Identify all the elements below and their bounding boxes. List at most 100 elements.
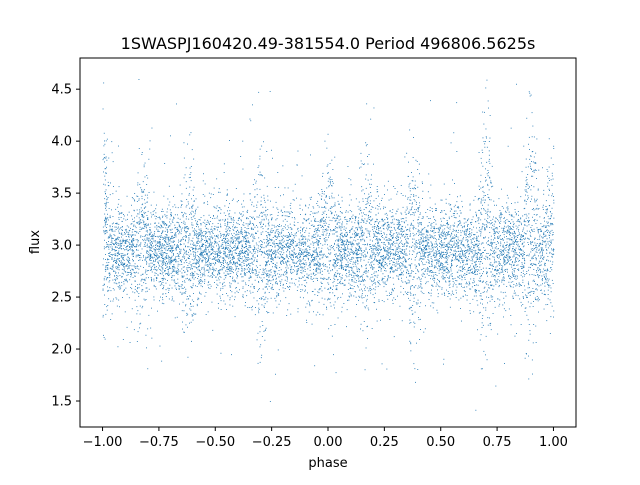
data-point — [543, 308, 545, 310]
data-point — [541, 279, 543, 280]
data-point — [475, 271, 476, 273]
data-point — [405, 195, 406, 197]
data-point — [219, 255, 221, 256]
data-point — [187, 356, 189, 358]
data-point — [311, 323, 313, 325]
data-point — [281, 215, 283, 217]
data-point — [513, 243, 515, 245]
data-point — [219, 269, 221, 270]
data-point — [514, 241, 516, 243]
data-point — [467, 219, 469, 221]
data-point — [137, 249, 139, 251]
data-point — [332, 217, 334, 219]
data-point — [205, 248, 207, 250]
data-point — [165, 234, 167, 235]
data-point — [409, 182, 411, 184]
data-point — [143, 282, 145, 284]
data-point — [297, 308, 299, 310]
data-point — [192, 248, 194, 250]
data-point — [409, 319, 411, 321]
data-point — [135, 286, 136, 287]
data-point — [296, 256, 297, 257]
data-point — [511, 232, 513, 234]
data-point — [340, 241, 342, 243]
data-point — [226, 247, 228, 249]
data-point — [440, 199, 442, 201]
data-point — [389, 263, 391, 265]
data-point — [111, 259, 113, 260]
data-point — [212, 274, 214, 275]
data-point — [490, 220, 492, 221]
data-point — [297, 150, 299, 152]
data-point — [464, 247, 466, 249]
data-point — [474, 243, 476, 245]
data-point — [317, 225, 319, 226]
data-point — [243, 273, 245, 275]
data-point — [505, 269, 506, 271]
data-point — [281, 274, 283, 276]
data-point — [155, 269, 156, 271]
data-point — [160, 227, 162, 229]
data-point — [261, 145, 263, 147]
data-point — [389, 243, 391, 245]
data-point — [110, 268, 112, 269]
data-point — [161, 254, 163, 256]
data-point — [270, 256, 272, 258]
data-point — [267, 228, 269, 230]
data-point — [376, 308, 377, 310]
data-point — [296, 255, 298, 257]
data-point — [333, 266, 335, 267]
data-point — [380, 239, 381, 240]
data-point — [462, 295, 464, 297]
data-point — [342, 265, 344, 267]
data-point — [216, 245, 217, 247]
data-point — [412, 227, 414, 229]
data-point — [286, 265, 288, 267]
data-point — [392, 303, 394, 304]
data-point — [155, 208, 157, 210]
data-point — [525, 203, 527, 205]
data-point — [159, 284, 161, 286]
data-point — [175, 236, 177, 238]
data-point — [523, 258, 525, 260]
data-point — [495, 227, 497, 229]
data-point — [165, 268, 167, 269]
data-point — [539, 275, 541, 276]
data-point — [265, 206, 267, 208]
data-point — [487, 215, 489, 217]
data-point — [359, 296, 360, 298]
data-point — [550, 224, 552, 226]
data-point — [253, 210, 255, 212]
data-point — [449, 275, 451, 277]
data-point — [450, 239, 452, 241]
data-point — [327, 180, 329, 182]
data-point — [240, 227, 242, 229]
data-point — [388, 238, 390, 240]
data-point — [133, 224, 135, 226]
data-point — [112, 248, 114, 250]
data-point — [137, 254, 139, 256]
data-point — [279, 233, 281, 235]
data-point — [399, 224, 401, 226]
data-point — [117, 227, 119, 229]
data-point — [224, 266, 226, 267]
data-point — [312, 259, 313, 260]
data-point — [150, 257, 151, 259]
data-point — [491, 222, 492, 224]
data-point — [294, 265, 295, 266]
data-point — [231, 219, 233, 221]
data-point — [347, 241, 349, 243]
data-point — [410, 194, 412, 195]
data-point — [220, 236, 221, 238]
data-point — [378, 261, 380, 263]
data-point — [411, 254, 413, 255]
data-point — [400, 273, 402, 275]
data-point — [459, 283, 461, 284]
data-point — [298, 280, 300, 282]
data-point — [269, 270, 271, 272]
data-point — [190, 264, 192, 266]
data-point — [322, 226, 323, 227]
data-point — [166, 254, 167, 256]
data-point — [358, 254, 359, 255]
data-point — [528, 136, 530, 138]
